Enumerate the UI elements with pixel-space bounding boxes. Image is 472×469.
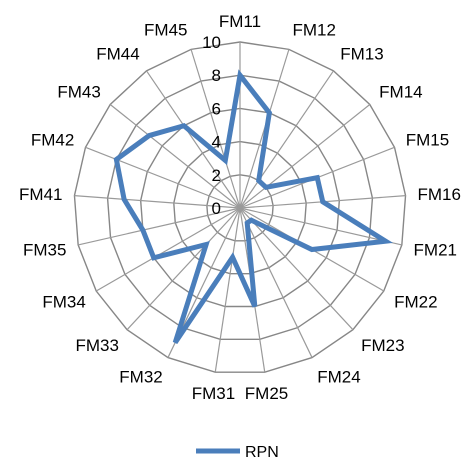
category-label-fm21: FM21 [414, 241, 457, 260]
category-label-fm44: FM44 [96, 44, 139, 63]
category-label-layer: FM11 FM12 FM13 FM14 FM15 FM16 FM21 FM22 FM23FM24… [19, 12, 461, 403]
spoke-fm24 [239, 207, 313, 358]
category-label-fm12: FM12 [292, 20, 335, 39]
spoke-fm44 [145, 70, 241, 209]
spoke-fm14 [239, 104, 371, 209]
data-point-fm32 [174, 342, 176, 344]
grid-ring-8 [106, 74, 374, 341]
category-label-fm13: FM13 [340, 44, 383, 63]
spoke-fm21 [239, 207, 402, 246]
category-label-fm45: FM45 [144, 20, 187, 39]
data-point-fm41 [123, 198, 125, 200]
data-point-fm44 [183, 125, 185, 127]
category-label-fm25: FM25 [245, 384, 288, 403]
spoke-fm13 [239, 70, 335, 209]
category-label-fm11: FM11 [219, 12, 261, 31]
category-label-fm23: FM23 [361, 336, 404, 355]
series-layer [113, 69, 394, 344]
tick-label-4: 4 [212, 133, 221, 152]
tick-label-8: 8 [212, 66, 221, 85]
data-point-fm13 [258, 180, 260, 182]
series-line-rpn [113, 69, 394, 344]
spoke-fm31 [214, 207, 241, 373]
tick-label-0: 0 [212, 199, 221, 218]
data-point-fm31 [232, 256, 234, 258]
data-point-fm45 [224, 159, 226, 161]
data-point-fm21 [385, 240, 387, 242]
data-point-fm43 [148, 135, 150, 137]
category-label-fm35: FM35 [23, 241, 66, 260]
data-point-fm16 [322, 201, 324, 203]
data-point-fm35 [142, 229, 144, 231]
tick-label-10: 10 [202, 33, 221, 52]
data-point-fm22 [311, 249, 313, 250]
data-point-fm15 [316, 177, 318, 179]
spoke-fm42 [85, 146, 241, 209]
data-point-fm24 [246, 222, 248, 224]
category-label-fm33: FM33 [75, 336, 118, 355]
data-point-fm23 [250, 219, 252, 221]
grid-ring-2 [206, 174, 274, 242]
legend: RPN [196, 444, 279, 461]
data-point-fm14 [265, 186, 267, 188]
data-point-fm42 [115, 158, 117, 160]
category-label-fm42: FM42 [31, 131, 74, 150]
category-label-fm24: FM24 [317, 367, 360, 386]
spoke-fm34 [95, 207, 241, 292]
category-label-fm31: FM31 [192, 384, 235, 403]
spoke-fm45 [190, 49, 241, 209]
spoke-fm33 [126, 207, 241, 331]
category-label-fm32: FM32 [119, 367, 162, 386]
category-label-fm14: FM14 [379, 82, 422, 101]
grid-ring-6 [139, 107, 341, 308]
category-label-fm22: FM22 [394, 293, 437, 312]
spoke-fm35 [78, 207, 241, 246]
tick-layer: 0 2 4 6 8 10 [202, 33, 221, 218]
category-label-fm41: FM41 [19, 185, 62, 204]
category-label-fm43: FM43 [57, 82, 100, 101]
data-point-fm34 [153, 257, 155, 259]
data-point-fm25 [254, 305, 256, 307]
tick-label-2: 2 [212, 166, 221, 185]
spoke-fm23 [239, 207, 354, 331]
grid-ring-10 [73, 41, 407, 373]
category-label-fm16: FM16 [418, 185, 461, 204]
spoke-fm41 [74, 194, 241, 209]
data-point-fm11 [239, 74, 241, 76]
legend-label-rpn: RPN [245, 444, 279, 461]
grid-layer [73, 41, 407, 373]
data-point-fm33 [205, 244, 207, 246]
tick-label-6: 6 [212, 99, 221, 118]
category-label-fm34: FM34 [42, 293, 85, 312]
spoke-fm43 [109, 104, 241, 209]
data-point-fm12 [268, 112, 270, 114]
category-label-fm15: FM15 [406, 131, 449, 150]
